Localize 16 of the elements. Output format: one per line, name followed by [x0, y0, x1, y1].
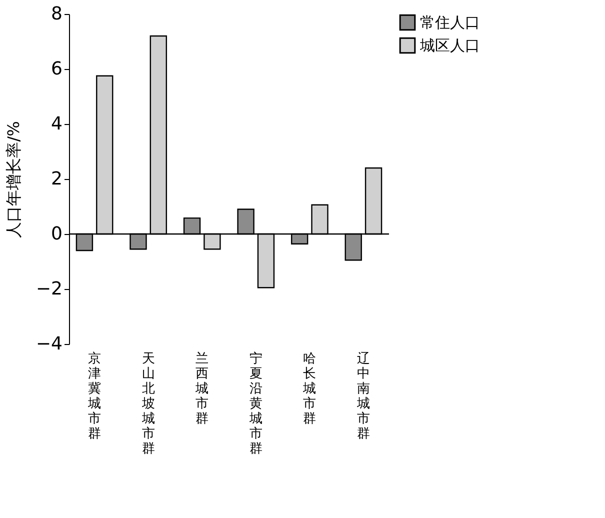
y-tick-label: 8 [51, 4, 62, 24]
x-tick-label: 京津冀城市群 [87, 352, 102, 442]
x-tick-label: 哈长城市群 [302, 352, 316, 426]
y-tick-label: 2 [51, 168, 62, 190]
y-axis-title: 人口年增长率/% [4, 121, 23, 238]
x-tick-label: 天山北坡城市群 [140, 352, 155, 456]
y-tick-label: 0 [51, 224, 62, 244]
x-tick-label: 兰西城市群 [194, 352, 209, 426]
legend-label: 城区人口 [419, 36, 480, 54]
y-tick-label: −4 [36, 334, 62, 354]
y-tick-label: 6 [51, 58, 62, 80]
x-tick-label: 辽中南城市群 [356, 352, 370, 442]
x-tick-label: 宁夏沿黄城市群 [248, 350, 262, 456]
y-tick-label: −2 [36, 278, 62, 300]
y-tick-label: 4 [51, 114, 62, 134]
legend-label: 常住人口 [420, 14, 480, 32]
